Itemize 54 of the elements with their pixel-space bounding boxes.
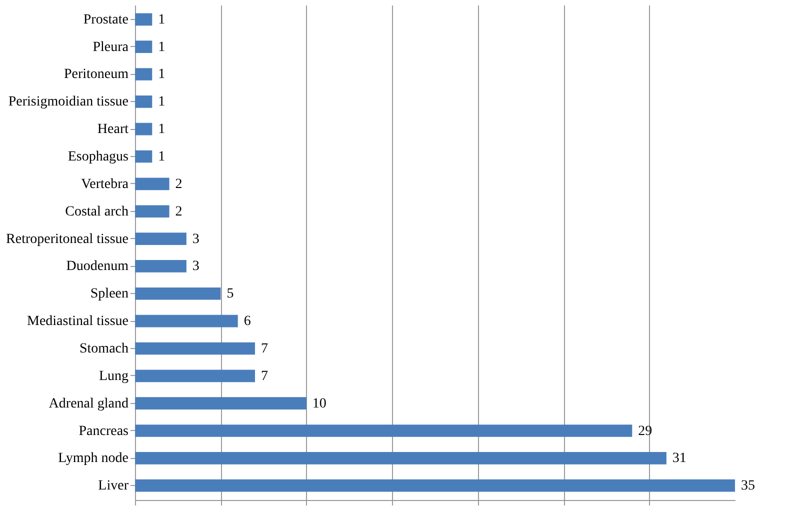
y-tick-label: Prostate bbox=[83, 12, 128, 28]
bar bbox=[135, 452, 666, 464]
data-label: 29 bbox=[638, 424, 652, 439]
data-label: 1 bbox=[158, 67, 166, 82]
y-tick-label: Esophagus bbox=[68, 150, 128, 165]
data-label: 6 bbox=[244, 314, 251, 330]
bar bbox=[135, 260, 186, 272]
y-tick-label: Lung bbox=[98, 368, 128, 384]
data-label: 1 bbox=[158, 150, 166, 165]
y-tick-label: Spleen bbox=[90, 286, 128, 302]
data-label: 7 bbox=[261, 341, 268, 356]
data-label: 1 bbox=[158, 122, 166, 138]
bar bbox=[135, 40, 152, 53]
bar bbox=[135, 13, 152, 26]
bar bbox=[135, 424, 632, 437]
data-label: 1 bbox=[158, 40, 166, 55]
data-label: 31 bbox=[672, 451, 686, 466]
bar bbox=[135, 205, 170, 218]
y-tick-label: Retroperitoneal tissue bbox=[6, 232, 128, 247]
bar bbox=[135, 342, 255, 355]
data-label: 10 bbox=[312, 396, 326, 412]
bar bbox=[135, 370, 255, 382]
y-tick-label: Vertebra bbox=[81, 176, 130, 192]
bar bbox=[135, 287, 221, 300]
bar bbox=[135, 150, 152, 163]
data-label: 2 bbox=[175, 204, 182, 220]
bar bbox=[135, 68, 152, 80]
y-tick-label: Duodenum bbox=[66, 259, 129, 274]
bar bbox=[135, 178, 170, 190]
y-tick-label: Stomach bbox=[80, 341, 128, 356]
bar bbox=[135, 479, 735, 492]
bar bbox=[135, 397, 306, 410]
y-tick-label: Perisigmoidian tissue bbox=[8, 94, 128, 110]
data-label: 2 bbox=[175, 176, 182, 192]
bar bbox=[135, 96, 152, 108]
data-label: 7 bbox=[261, 368, 268, 384]
data-label: 3 bbox=[192, 259, 200, 274]
y-tick-label: Lymph node bbox=[58, 451, 128, 466]
y-tick-label: Costal arch bbox=[65, 204, 128, 220]
y-tick-label: Pancreas bbox=[78, 424, 128, 439]
data-label: 5 bbox=[226, 286, 234, 302]
data-label: 1 bbox=[158, 12, 166, 28]
bar bbox=[135, 122, 152, 136]
y-tick-label: Peritoneum bbox=[64, 67, 129, 82]
bar bbox=[135, 232, 186, 245]
data-label: 1 bbox=[158, 94, 166, 110]
y-tick-label: Liver bbox=[98, 478, 129, 494]
data-label: 3 bbox=[192, 232, 200, 247]
data-label: 35 bbox=[741, 478, 755, 494]
bar bbox=[135, 314, 238, 328]
y-tick-label: Adrenal gland bbox=[48, 396, 128, 412]
y-tick-label: Pleura bbox=[92, 40, 130, 55]
y-tick-label: Mediastinal tissue bbox=[27, 314, 128, 330]
y-tick-label: Heart bbox=[97, 122, 129, 138]
